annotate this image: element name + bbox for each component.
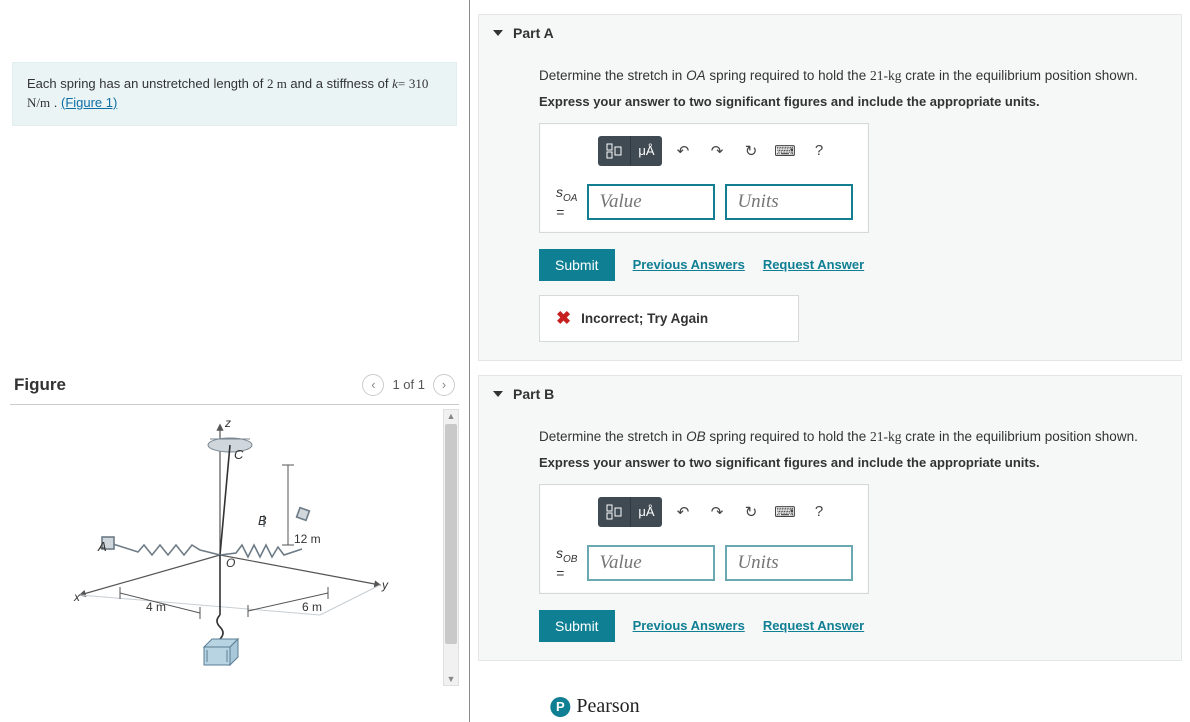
part-a-previous-answers-link[interactable]: Previous Answers: [633, 257, 745, 272]
figure-pager: ‹ 1 of 1 ›: [362, 374, 455, 396]
part-a-value-input[interactable]: [587, 184, 715, 220]
part-b-input-row: sOB =: [556, 545, 852, 581]
answer-toolbar: μÅ ↶ ↷ ↻ ⌨ ?: [598, 497, 852, 527]
part-b-units-input[interactable]: [725, 545, 853, 581]
units-symbol-button[interactable]: μÅ: [630, 136, 662, 166]
part-a-title: Part A: [513, 25, 554, 41]
part-b-submit-button[interactable]: Submit: [539, 610, 615, 642]
ps-text-3: .: [50, 95, 57, 110]
brand-text: Pearson: [576, 695, 639, 718]
fraction-button[interactable]: [598, 497, 630, 527]
pager-text: 1 of 1: [392, 377, 425, 392]
point-c-label: C: [234, 447, 244, 462]
ps-text-2: and a stiffness of: [287, 76, 392, 91]
ps-keq: =: [398, 76, 405, 91]
part-b: Part B Determine the stretch in OB sprin…: [478, 375, 1182, 661]
figure-viewport: z x y C A B O 4 m 6 m 12 m ▲ ▼: [10, 404, 459, 690]
scroll-up-icon[interactable]: ▲: [444, 410, 458, 422]
part-a-request-answer-link[interactable]: Request Answer: [763, 257, 864, 272]
caret-down-icon: [493, 30, 503, 36]
fraction-button[interactable]: [598, 136, 630, 166]
part-a-var-label: sOA =: [556, 184, 577, 220]
left-panel: Each spring has an unstretched length of…: [0, 0, 470, 722]
part-a-units-input[interactable]: [725, 184, 853, 220]
part-b-request-answer-link[interactable]: Request Answer: [763, 618, 864, 633]
feedback-text: Incorrect; Try Again: [581, 311, 708, 326]
figure-header: Figure ‹ 1 of 1 ›: [10, 374, 459, 396]
part-a-actions: Submit Previous Answers Request Answer: [539, 249, 1153, 281]
axis-x-label: x: [73, 590, 81, 604]
units-symbol-button[interactable]: μÅ: [630, 497, 662, 527]
pager-next-button[interactable]: ›: [433, 374, 455, 396]
incorrect-icon: ✖: [556, 308, 571, 329]
undo-button[interactable]: ↶: [670, 499, 696, 525]
part-b-answer-box: μÅ ↶ ↷ ↻ ⌨ ? sOB =: [539, 484, 869, 594]
help-button[interactable]: ?: [806, 138, 832, 164]
brand-footer: P Pearson: [550, 695, 639, 718]
part-a-feedback: ✖ Incorrect; Try Again: [539, 295, 799, 342]
redo-button[interactable]: ↷: [704, 138, 730, 164]
ps-len: 2 m: [267, 76, 287, 91]
part-b-var-label: sOB =: [556, 545, 577, 581]
part-a-input-row: sOA =: [556, 184, 852, 220]
part-a: Part A Determine the stretch in OA sprin…: [478, 14, 1182, 361]
redo-button[interactable]: ↷: [704, 499, 730, 525]
figure-scrollbar[interactable]: ▲ ▼: [443, 409, 459, 686]
keyboard-button[interactable]: ⌨: [772, 138, 798, 164]
part-b-value-input[interactable]: [587, 545, 715, 581]
dim-12m: 12 m: [294, 532, 321, 546]
ps-text-1: Each spring has an unstretched length of: [27, 76, 267, 91]
point-a-label: A: [97, 539, 107, 554]
template-icon: [606, 504, 622, 520]
scroll-thumb[interactable]: [445, 424, 457, 644]
pearson-logo-icon: P: [550, 697, 570, 717]
part-b-prompt: Determine the stretch in OB spring requi…: [539, 428, 1153, 447]
dim-4m: 4 m: [146, 600, 166, 614]
dim-6m: 6 m: [302, 600, 322, 614]
part-b-actions: Submit Previous Answers Request Answer: [539, 610, 1153, 642]
caret-down-icon: [493, 391, 503, 397]
point-b-label: B: [258, 513, 267, 528]
figure-diagram: z x y C A B O 4 m 6 m 12 m: [50, 415, 390, 685]
keyboard-button[interactable]: ⌨: [772, 499, 798, 525]
figure-link[interactable]: (Figure 1): [61, 95, 117, 110]
part-a-body: Determine the stretch in OA spring requi…: [479, 51, 1181, 360]
format-group: μÅ: [598, 497, 662, 527]
axis-z-label: z: [224, 416, 231, 430]
problem-statement: Each spring has an unstretched length of…: [12, 62, 457, 126]
point-o-label: O: [226, 556, 235, 570]
part-a-header[interactable]: Part A: [479, 15, 1181, 51]
help-button[interactable]: ?: [806, 499, 832, 525]
axis-y-label: y: [381, 578, 389, 592]
template-icon: [606, 143, 622, 159]
part-b-body: Determine the stretch in OB spring requi…: [479, 412, 1181, 660]
answer-toolbar: μÅ ↶ ↷ ↻ ⌨ ?: [598, 136, 852, 166]
format-group: μÅ: [598, 136, 662, 166]
part-b-header[interactable]: Part B: [479, 376, 1181, 412]
pager-prev-button[interactable]: ‹: [362, 374, 384, 396]
figure-title: Figure: [14, 375, 66, 395]
part-b-previous-answers-link[interactable]: Previous Answers: [633, 618, 745, 633]
part-a-answer-box: μÅ ↶ ↷ ↻ ⌨ ? sOA =: [539, 123, 869, 233]
reset-button[interactable]: ↻: [738, 138, 764, 164]
part-a-prompt: Determine the stretch in OA spring requi…: [539, 67, 1153, 86]
part-a-submit-button[interactable]: Submit: [539, 249, 615, 281]
scroll-down-icon[interactable]: ▼: [444, 673, 458, 685]
undo-button[interactable]: ↶: [670, 138, 696, 164]
part-b-title: Part B: [513, 386, 554, 402]
part-a-hint: Express your answer to two significant f…: [539, 94, 1153, 109]
part-b-hint: Express your answer to two significant f…: [539, 455, 1153, 470]
reset-button[interactable]: ↻: [738, 499, 764, 525]
right-panel: Part A Determine the stretch in OA sprin…: [470, 0, 1190, 722]
